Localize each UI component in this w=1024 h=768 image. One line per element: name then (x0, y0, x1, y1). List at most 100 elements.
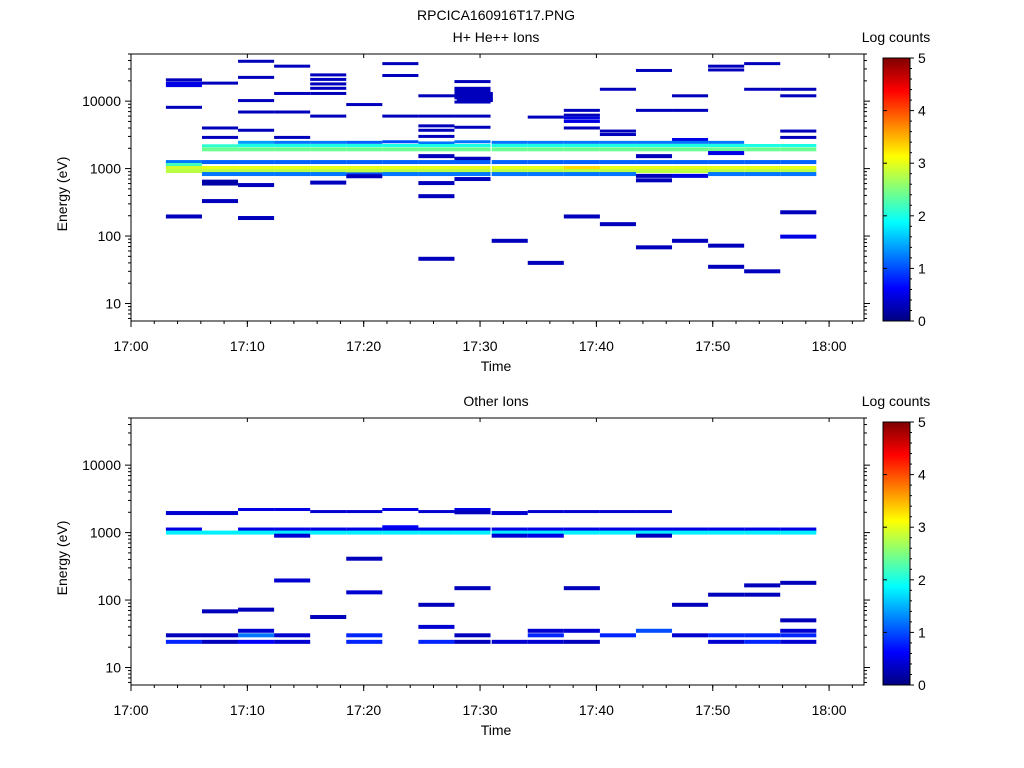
heatmap-cell (310, 147, 347, 152)
x-axis-other: 17:00 17:10 17:20 17:30 17:40 17:50 18:00 (113, 418, 853, 718)
heatmap-cell (201, 160, 239, 165)
heatmap-cell (238, 169, 275, 174)
heatmap-cell (165, 527, 202, 532)
colorbar-tick-label: 3 (918, 155, 926, 171)
heatmap-cell (635, 245, 673, 250)
heatmap-cell (780, 530, 817, 535)
y-axis-h-he: 10 100 1000 10000 (82, 53, 870, 319)
heatmap-cell (599, 147, 636, 152)
heatmap-cell (310, 172, 347, 177)
heatmap-cell (563, 510, 600, 514)
heatmap-cell (635, 68, 673, 72)
heatmap-cell (418, 160, 455, 165)
heatmap-cell (238, 59, 275, 63)
panel-h-he-ions: H+ He++ Ions 17:00 17:10 17:20 17:30 17:40 17… (54, 29, 930, 374)
heatmap-cell (165, 81, 202, 85)
heatmap-cell (454, 160, 491, 165)
heatmap-cell (599, 129, 636, 133)
heatmap-cell (165, 633, 202, 638)
heatmap-cell (599, 87, 636, 91)
heatmap-cell (454, 177, 491, 182)
heatmap-cell (780, 160, 817, 165)
heatmap-cell (454, 143, 491, 147)
heatmap-cell (744, 166, 781, 171)
y-tick-label: 1000 (90, 525, 121, 541)
colorbar-tick-label: 5 (918, 50, 926, 66)
y-tick-label: 10 (105, 295, 121, 311)
x-tick-label: 17:50 (695, 702, 730, 718)
x-axis-label-other: Time (481, 722, 512, 738)
heatmap-cell (274, 169, 311, 174)
heatmap-cell (491, 238, 528, 243)
heatmap-cell (780, 618, 817, 623)
heatmap-cell (491, 143, 528, 147)
heatmap-cell (744, 633, 781, 638)
x-axis-h-he: 17:00 17:10 17:20 17:30 17:40 17:50 18:00 (113, 54, 853, 354)
heatmap-cell (527, 115, 564, 119)
heatmap-cell (454, 156, 491, 161)
heatmap-cell (563, 126, 600, 130)
heatmap-cell (491, 160, 528, 165)
colorbar-h-he: 0 1 2 3 4 5 (882, 50, 926, 329)
heatmap-cell (563, 527, 600, 532)
heatmap-cell (454, 140, 491, 144)
heatmap-cell (527, 628, 564, 633)
heatmap-cell (635, 530, 673, 535)
heatmap-cell (563, 140, 600, 144)
heatmap-cell (708, 151, 745, 156)
heatmap-cell (599, 633, 636, 638)
heatmap-cell (238, 166, 275, 171)
heatmap-cell (780, 129, 817, 133)
heatmap-cell (346, 160, 383, 165)
x-tick-label: 17:00 (113, 702, 148, 718)
heatmap-cell (563, 147, 600, 152)
heatmap-cell (346, 103, 383, 107)
heatmap-cell (527, 166, 564, 171)
heatmap-cell (274, 64, 311, 68)
heatmap-cell (744, 583, 781, 588)
heatmap-cell (780, 135, 817, 139)
x-tick-label: 17:30 (463, 702, 498, 718)
heatmap-cell (201, 511, 239, 516)
heatmap-cell (527, 172, 564, 177)
heatmap-cell (708, 166, 745, 171)
heatmap-cell (454, 166, 491, 171)
heatmap-cell (201, 530, 239, 535)
x-tick-label: 17:30 (463, 338, 498, 354)
heatmap-cells-h-he (165, 59, 817, 274)
heatmap-cell (780, 87, 817, 91)
heatmap-cell (563, 169, 600, 174)
heatmap-cell (563, 113, 600, 117)
heatmap-cell (274, 160, 311, 165)
heatmap-cell (310, 166, 347, 171)
heatmap-cell (491, 530, 528, 535)
panel-other-ions: Other Ions 17:00 17:10 17:20 17:30 17:40 17:5… (54, 393, 930, 738)
heatmap-cell (165, 214, 202, 219)
heatmap-cell (708, 64, 745, 68)
heatmap-cell (418, 114, 455, 118)
heatmap-cell (563, 639, 600, 644)
heatmap-cell (672, 108, 709, 112)
heatmap-cell (527, 633, 564, 638)
heatmap-cell (454, 507, 491, 511)
heatmap-cell (238, 160, 275, 165)
heatmap-cell (527, 527, 564, 532)
heatmap-cell (310, 160, 347, 165)
heatmap-cell (635, 160, 673, 165)
heatmap-cell (672, 169, 709, 174)
heatmap-cell (708, 160, 745, 165)
heatmap-cell (310, 530, 347, 535)
heatmap-cell (310, 140, 347, 144)
y-tick-label: 10000 (82, 457, 121, 473)
heatmap-cell (238, 530, 275, 535)
heatmap-cell (780, 166, 817, 171)
heatmap-cell (599, 160, 636, 165)
heatmap-cell (563, 108, 600, 112)
heatmap-cell (744, 269, 781, 274)
heatmap-cell (456, 96, 493, 100)
heatmap-cell (310, 114, 347, 118)
x-tick-label: 17:20 (346, 702, 381, 718)
heatmap-cell (563, 214, 600, 219)
heatmap-cell (346, 140, 383, 144)
heatmap-cell (418, 147, 455, 152)
